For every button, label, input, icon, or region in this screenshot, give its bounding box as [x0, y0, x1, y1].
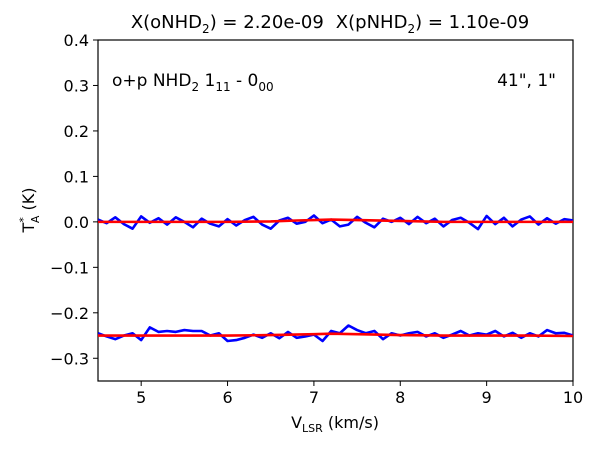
y-tick-label-4: 0.0 [64, 213, 89, 232]
y-label-main: T [19, 222, 38, 233]
title-part1-suffix: ) = 2.20e-09 [210, 12, 324, 33]
x-tick-label-4: 9 [482, 388, 492, 407]
y-label-sub: A [29, 215, 42, 223]
x-tick-label-1: 6 [222, 388, 232, 407]
series-line-2 [98, 324, 573, 343]
y-tick-label-0: 0.4 [64, 31, 89, 50]
x-tick-label-5: 10 [563, 388, 583, 407]
x-ticks: 5 6 7 8 9 10 [136, 381, 583, 407]
y-tick-label-6: −0.2 [50, 304, 89, 323]
title-part2-sub: 2 [407, 22, 415, 36]
title-part2-prefix: X(pNHD [336, 12, 408, 33]
y-axis-label: T*A (K) [17, 188, 42, 234]
y-ticks: 0.4 0.3 0.2 0.1 0.0 −0.1 −0.2 −0.3 [50, 31, 98, 368]
title-part1-prefix: X(oNHD [131, 12, 202, 33]
title-part2-suffix: ) = 1.10e-09 [415, 12, 529, 33]
plot-area: 5 6 7 8 9 10 0.4 0.3 0.2 0.1 0.0 −0.1 −0.2 −0.3 [50, 31, 583, 407]
y-tick-label-7: −0.3 [50, 349, 89, 368]
y-label-rest: (K) [19, 188, 38, 216]
resolution-annotation: 41", 1" [497, 71, 556, 91]
y-tick-label-5: −0.1 [50, 258, 89, 277]
title-part1-sub: 2 [202, 22, 210, 36]
y-label-sup: * [17, 217, 30, 223]
line-label-mid2: - 0 [231, 71, 259, 91]
series-line-3 [98, 332, 573, 338]
series-line-1 [98, 218, 573, 224]
line-label-annotation: o+p NHD2 111 - 000 [112, 71, 274, 94]
chart-title: X(oNHD2) = 2.20e-09 X(pNHD2) = 1.10e-09 [131, 12, 529, 36]
line-label-sub2: 11 [215, 80, 230, 94]
line-label-sub: 2 [191, 80, 199, 94]
line-label-prefix: o+p NHD [112, 71, 191, 91]
x-tick-label-2: 7 [309, 388, 319, 407]
x-axis-label: VLSR (km/s) [291, 413, 379, 435]
y-tick-label-3: 0.1 [64, 167, 89, 186]
plot-frame [97, 39, 574, 382]
x-label-main: V [291, 413, 302, 432]
y-tick-label-1: 0.3 [64, 76, 89, 95]
x-tick-label-3: 8 [395, 388, 405, 407]
x-label-rest: (km/s) [323, 413, 379, 432]
line-label-sub3: 00 [258, 80, 273, 94]
x-tick-label-0: 5 [136, 388, 146, 407]
y-tick-label-2: 0.2 [64, 122, 89, 141]
x-label-sub: LSR [302, 422, 323, 435]
series-layer [98, 214, 573, 343]
line-label-mid: 1 [199, 71, 215, 91]
